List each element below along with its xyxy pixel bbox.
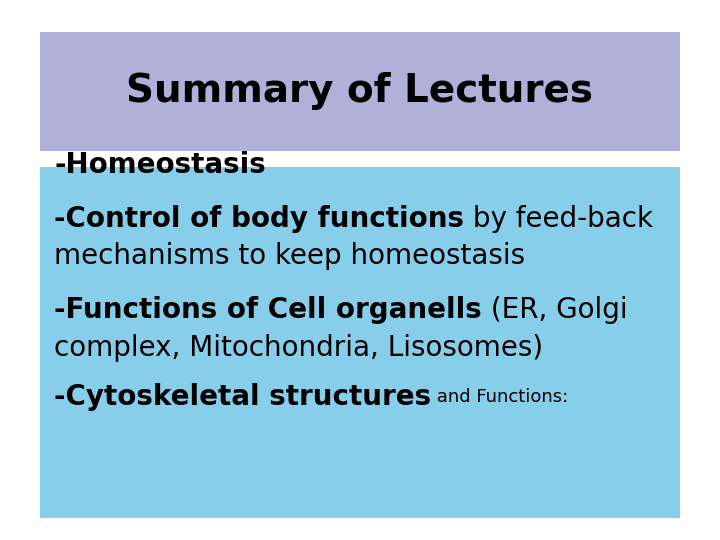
Text: Summary of Lectures: Summary of Lectures	[127, 72, 593, 110]
Text: -Functions of Cell organells: -Functions of Cell organells	[54, 296, 482, 325]
Text: (ER, Golgi: (ER, Golgi	[482, 296, 627, 325]
Text: by feed-back: by feed-back	[464, 205, 653, 233]
Text: -Cytoskeletal structures: -Cytoskeletal structures	[54, 383, 431, 411]
Text: -Homeostasis: -Homeostasis	[54, 151, 266, 179]
Text: -Control of body functions: -Control of body functions	[54, 205, 464, 233]
Text: complex, Mitochondria, Lisosomes): complex, Mitochondria, Lisosomes)	[54, 334, 543, 362]
Bar	[40, 32, 680, 151]
Text: and Functions:: and Functions:	[431, 388, 568, 406]
Bar	[40, 167, 680, 518]
Text: mechanisms to keep homeostasis: mechanisms to keep homeostasis	[54, 242, 525, 271]
